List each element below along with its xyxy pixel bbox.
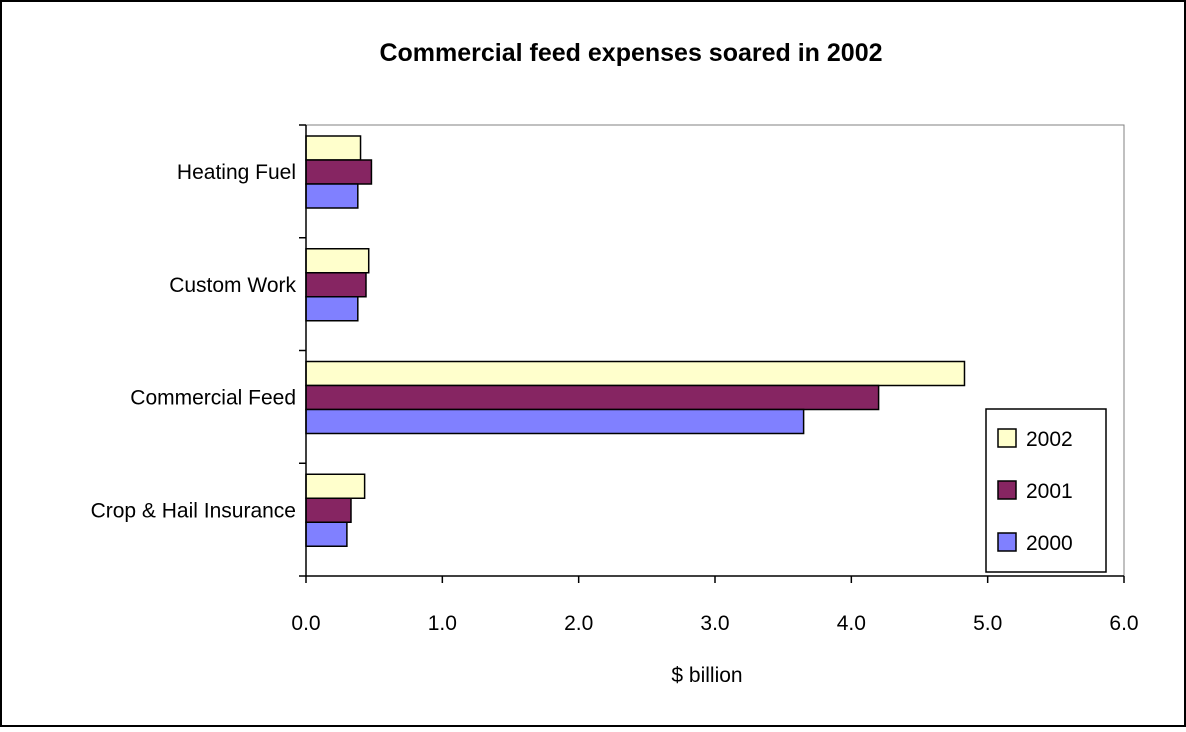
legend-label-2002: 2002 <box>1026 428 1073 451</box>
y-tick-label-commercial-feed: Commercial Feed <box>130 387 296 410</box>
bar-heating-fuel-2000 <box>305 183 359 209</box>
axes-layer: Heating Fuel Custom Work Commercial Feed Cr… <box>91 124 1139 635</box>
x-tick-label-2.0: 2.0 <box>564 612 593 635</box>
legend-label-2001: 2001 <box>1026 480 1073 503</box>
x-tick-label-3.0: 3.0 <box>700 612 729 635</box>
bar-heating-fuel-2002 <box>305 135 362 161</box>
x-tick-label-5.0: 5.0 <box>973 612 1002 635</box>
bar-commercial-feed-2000 <box>305 408 805 435</box>
bar-crop-and-hail-insurance-2002 <box>305 473 366 499</box>
x-tick-label-4.0: 4.0 <box>837 612 866 635</box>
legend-swatch-2002 <box>997 428 1017 448</box>
y-tick-label-crop-and-hail-insurance: Crop & Hail Insurance <box>91 499 296 522</box>
bar-crop-and-hail-insurance-2001 <box>305 497 352 523</box>
x-tick-label-6.0: 6.0 <box>1109 612 1138 635</box>
bar-heating-fuel-2001 <box>305 159 373 185</box>
legend-label-2000: 2000 <box>1026 532 1073 555</box>
bar-custom-work-2001 <box>305 272 367 298</box>
bar-commercial-feed-2002 <box>305 360 966 387</box>
bar-custom-work-2000 <box>305 296 359 322</box>
bar-commercial-feed-2001 <box>305 384 880 411</box>
legend-swatch-2000 <box>997 532 1017 552</box>
x-axis-label: $ billion <box>671 664 742 687</box>
bar-crop-and-hail-insurance-2000 <box>305 521 348 547</box>
legend: 2002 2001 2000 <box>985 408 1107 573</box>
bar-custom-work-2002 <box>305 248 370 274</box>
y-tick-label-heating-fuel: Heating Fuel <box>177 161 296 184</box>
x-tick-label-1.0: 1.0 <box>428 612 457 635</box>
y-tick-label-custom-work: Custom Work <box>169 274 296 297</box>
chart-title: Commercial feed expenses soared in 2002 <box>379 39 882 67</box>
legend-swatch-2001 <box>997 480 1017 500</box>
x-tick-label-0.0: 0.0 <box>291 612 320 635</box>
